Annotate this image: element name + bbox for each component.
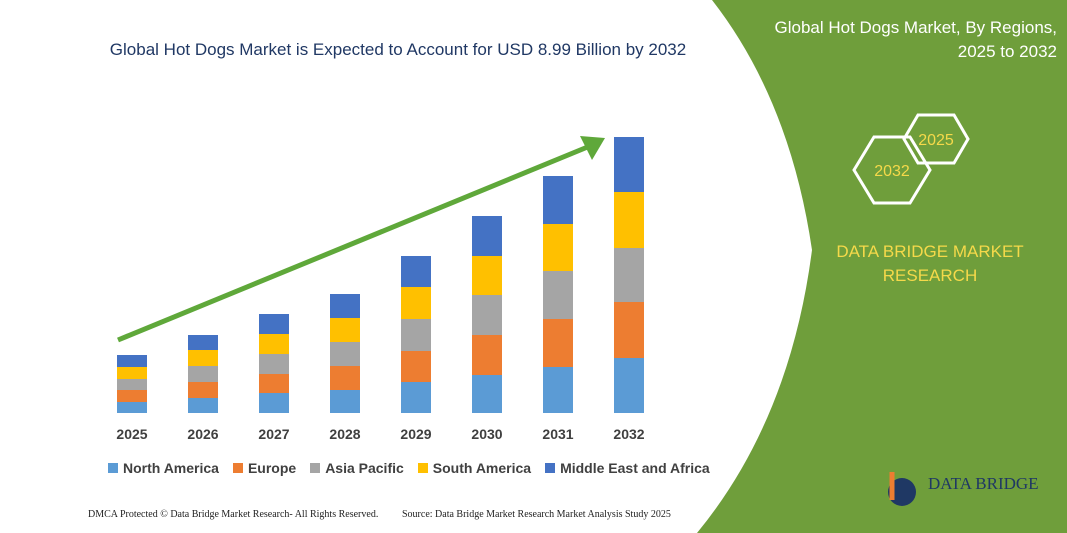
legend-item: Asia Pacific: [310, 460, 404, 476]
footer-left: DMCA Protected © Data Bridge Market Rese…: [88, 509, 379, 520]
legend-item: Europe: [232, 460, 297, 476]
bar-segment: [117, 367, 147, 379]
bar-segment: [117, 402, 147, 413]
green-panel: [697, 0, 1067, 533]
bar-segment: [401, 319, 431, 351]
bar-segment: [117, 379, 147, 390]
legend-item: North America: [108, 460, 219, 476]
bar-segment: [188, 335, 218, 350]
bar-segment: [472, 216, 502, 256]
legend-swatch: [232, 463, 243, 473]
bar-segment: [543, 224, 573, 271]
hex-label: 2032: [874, 163, 910, 180]
logo-mark: [888, 478, 916, 506]
legend: North America Europe Asia Pacific South Ame…: [108, 460, 710, 476]
legend-swatch: [310, 463, 321, 473]
x-tick-label: 2030: [471, 426, 502, 442]
bar-segment: [188, 398, 218, 413]
x-tick-label: 2027: [258, 426, 289, 442]
bar-segment: [543, 176, 573, 224]
legend-item: South America: [417, 460, 532, 476]
bar-segment: [330, 342, 360, 366]
trend-arrow: [117, 143, 591, 343]
legend-label: Asia Pacific: [325, 460, 404, 476]
bar-segment: [614, 358, 644, 413]
x-tick-label: 2025: [116, 426, 147, 442]
bar-segment: [117, 390, 147, 402]
brand: DATA BRIDGE MARKET RESEARCH: [836, 242, 1024, 285]
bar-segment: [401, 382, 431, 413]
legend-swatch: [108, 463, 118, 473]
bar-segment: [259, 334, 289, 354]
arrow-head: [580, 136, 605, 160]
x-tick-label: 2032: [613, 426, 644, 442]
legend-swatch: [417, 463, 428, 473]
bar-segment: [614, 248, 644, 302]
bar-segment: [543, 367, 573, 413]
bar-segment: [543, 319, 573, 367]
x-tick-label: 2026: [187, 426, 218, 442]
bar-segment: [472, 335, 502, 375]
legend-label: South America: [432, 460, 532, 476]
bar-segment: [330, 318, 360, 342]
chart-title: Global Hot Dogs Market is Expected to Ac…: [109, 40, 687, 59]
bar-segment: [117, 355, 147, 367]
bar-segment: [188, 382, 218, 398]
bar-segment: [330, 294, 360, 318]
logo-text: DATA BRIDGE: [928, 474, 1039, 493]
bar-segment: [472, 375, 502, 413]
hexagon: [852, 135, 932, 205]
x-tick-label: 2029: [400, 426, 431, 442]
footer-right: Source: Data Bridge Market Research Mark…: [402, 509, 671, 520]
bar-segment: [401, 256, 431, 287]
legend-label: Middle East and Africa: [560, 460, 710, 476]
bar-segment: [259, 314, 289, 334]
bar-segment: [259, 374, 289, 393]
bar-segment: [614, 137, 644, 192]
bar-segment: [614, 302, 644, 358]
x-tick-label: 2028: [329, 426, 360, 442]
hex-label: 2025: [918, 132, 954, 149]
bar-segment: [401, 351, 431, 382]
bar-segment: [614, 192, 644, 248]
legend-item: Middle East and Africa: [545, 460, 710, 476]
legend-label: Europe: [247, 460, 297, 476]
bar-segment: [259, 393, 289, 413]
x-tick-label: 2031: [542, 426, 573, 442]
legend-swatch: [545, 463, 556, 473]
bar-segment: [259, 354, 289, 374]
hexagon: [902, 113, 970, 165]
bar-segment: [543, 271, 573, 319]
bar-segment: [330, 390, 360, 413]
legend-label: North America: [123, 460, 219, 476]
bar-segment: [401, 287, 431, 319]
bar-segment: [472, 295, 502, 335]
panel-title: Global Hot Dogs Market, By Regions, 2025…: [774, 18, 1057, 61]
bars: [117, 137, 644, 413]
bar-segment: [188, 350, 218, 366]
bar-segment: [330, 366, 360, 390]
bar-segment: [188, 366, 218, 382]
bar-segment: [472, 256, 502, 295]
